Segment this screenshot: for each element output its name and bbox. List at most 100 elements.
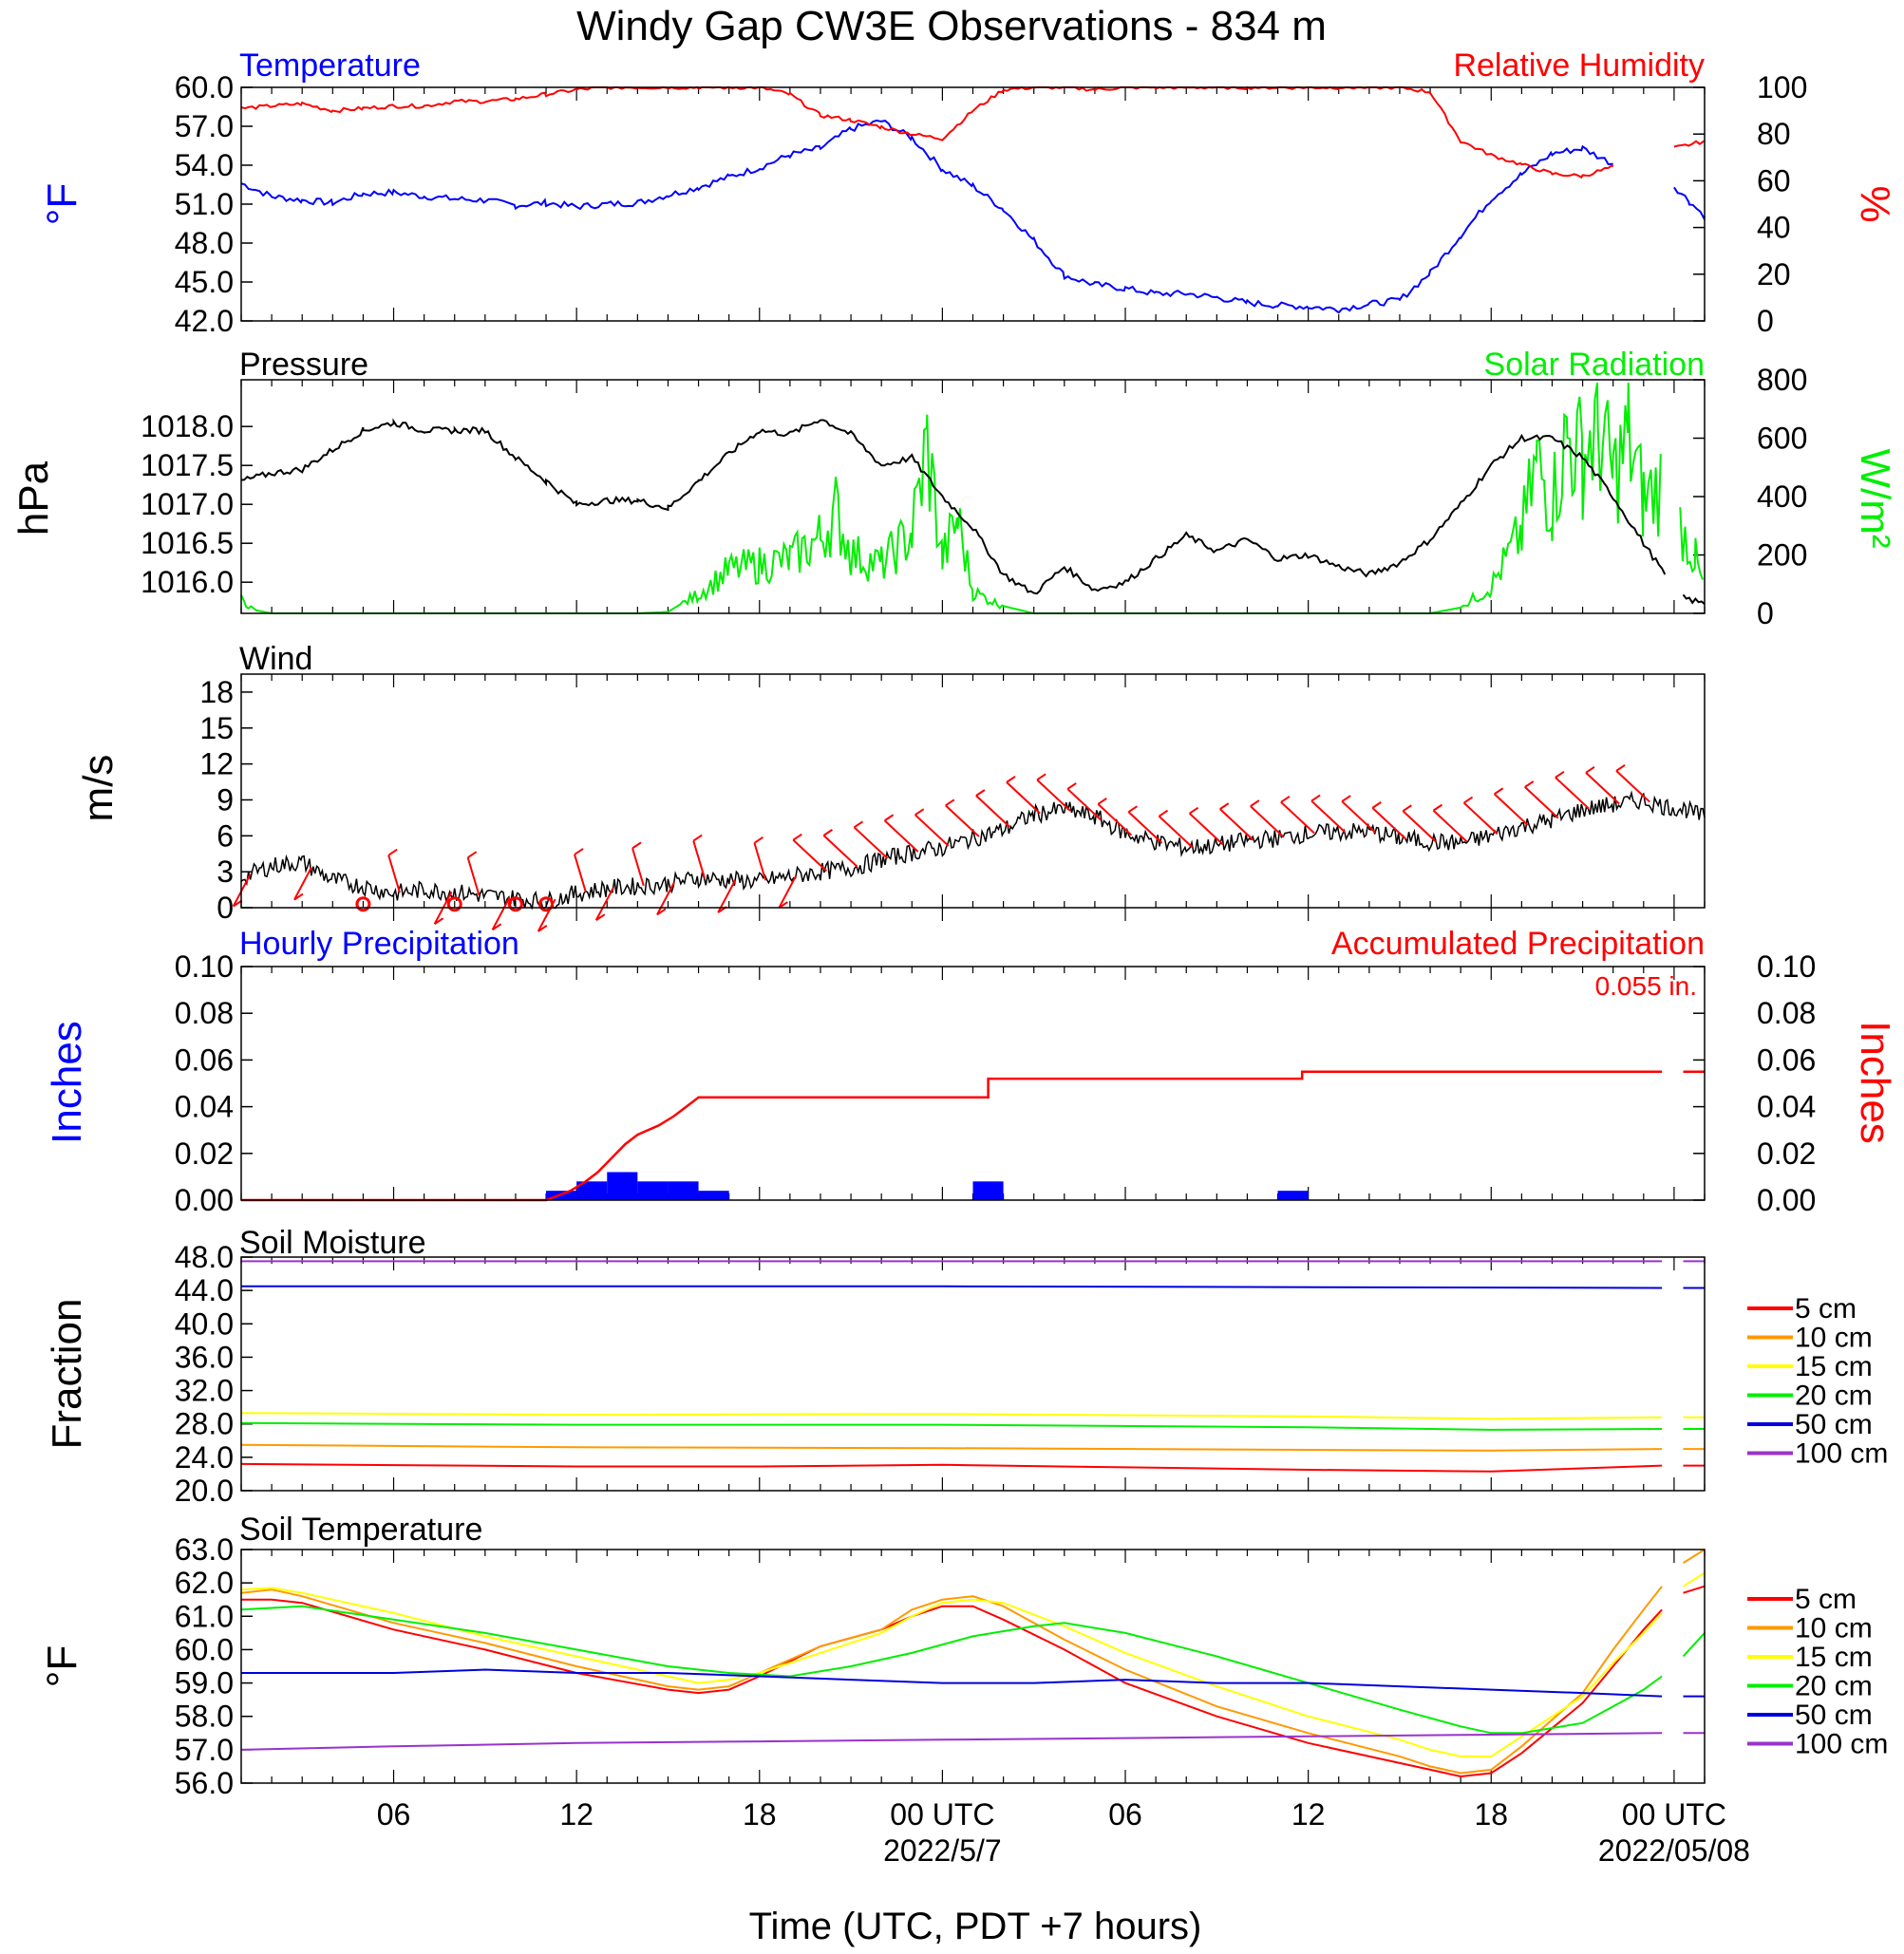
wind-barb-staff	[656, 882, 675, 915]
wind-barb-staff	[491, 896, 511, 930]
wind-barb-staff	[1158, 815, 1194, 849]
hourly-precip-bar	[698, 1191, 729, 1200]
y-tick-label: 62.0	[175, 1566, 234, 1600]
wind-barb-staff	[1555, 777, 1590, 810]
y-tick-label: 0	[1757, 596, 1774, 630]
wind-barb	[574, 848, 587, 892]
wind-barb	[1280, 795, 1315, 835]
soil-temperature-line	[240, 1571, 1706, 1757]
legend-label: 50 cm	[1795, 1409, 1873, 1440]
wind-barb-staff	[574, 854, 587, 892]
wind-barb-flag	[1402, 804, 1412, 812]
y-tick-label: 59.0	[175, 1666, 234, 1700]
wind-barb	[1127, 805, 1163, 844]
wind-barb-flag	[1036, 773, 1046, 781]
soil-moisture-axis-label: Fraction	[44, 1299, 90, 1450]
accum-precip-axis-label: Inches	[1852, 1021, 1898, 1144]
wind-barb	[293, 867, 312, 901]
x-date-label: 2022/05/08	[1598, 1833, 1750, 1868]
wind-barb-staff	[1310, 799, 1346, 834]
y-tick-label: 58.0	[175, 1700, 234, 1734]
x-date-label: 2022/5/7	[883, 1833, 1002, 1868]
solar-radiation-line	[240, 382, 1705, 614]
wind-barb-flag	[884, 814, 895, 822]
x-tick-label: 18	[1474, 1797, 1508, 1832]
wind-barb-staff	[1341, 800, 1376, 834]
wind-barb-staff	[1127, 811, 1163, 844]
wind-barb-staff	[692, 840, 706, 879]
y-tick-label: 42.0	[175, 304, 234, 338]
accumulated-precip-title: Accumulated Precipitation	[1331, 926, 1705, 962]
wind-barb-flag	[293, 892, 304, 901]
wind-barb-staff	[594, 887, 614, 921]
y-tick-label: 57.0	[175, 109, 234, 143]
y-tick-label: 0.06	[1757, 1043, 1816, 1077]
wind-barb-flag	[945, 799, 955, 807]
wind-barb	[1371, 801, 1407, 840]
y-tick-label: 100	[1757, 70, 1807, 104]
wind-barb-flag	[853, 820, 864, 829]
wind-barb-staff	[1371, 807, 1407, 840]
wind-barb	[1585, 765, 1620, 805]
panel-ticks: 20.024.028.032.036.040.044.048.0	[175, 1240, 1706, 1508]
wind-barb-staff	[1188, 812, 1224, 846]
y-tick-label: 32.0	[175, 1374, 234, 1408]
wind-barb	[1402, 804, 1438, 843]
wind-barb-staff	[753, 842, 767, 881]
y-tick-label: 800	[1757, 363, 1807, 397]
wind-barb-flag	[692, 834, 703, 842]
soil-moisture-line	[240, 1443, 1705, 1452]
y-tick-label: 80	[1757, 117, 1791, 151]
y-tick-label: 57.0	[175, 1733, 234, 1767]
temperature-line	[240, 119, 1706, 314]
y-tick-label: 20.0	[175, 1474, 234, 1508]
soil-moisture-line	[240, 1462, 1705, 1473]
x-tick-label: 00 UTC	[890, 1797, 994, 1832]
wind-barb-staff	[1066, 788, 1103, 821]
wind-barb-flag	[387, 848, 398, 856]
panel-pressure-solar: Pressure Solar Radiation hPa W/m² 1016.0…	[10, 347, 1898, 630]
temperature-title: Temperature	[239, 47, 421, 84]
y-tick-label: 0	[1757, 304, 1774, 338]
wind-barb-flag	[1494, 787, 1504, 796]
wind-barb	[1066, 782, 1103, 821]
wind-barb-staff	[1219, 808, 1254, 841]
x-tick-label: 12	[1291, 1797, 1326, 1832]
wind-barb-staff	[387, 855, 401, 893]
soil-moisture-line	[240, 1421, 1705, 1431]
wind-barb-flag	[1432, 803, 1443, 812]
wind-barb-staff	[975, 795, 1010, 828]
wind-barb	[1250, 799, 1285, 838]
panel-series	[240, 1549, 1706, 1778]
y-tick-label: 0	[217, 891, 234, 925]
soil-temperature-line	[241, 1668, 1705, 1698]
y-tick-label: 24.0	[175, 1440, 234, 1475]
wind-barb	[466, 851, 481, 895]
soil-moisture-line	[241, 1285, 1705, 1289]
panel-series	[240, 85, 1706, 314]
soil-temperature-line	[241, 1585, 1706, 1778]
wind-barb-flag	[492, 923, 502, 931]
wind-barb	[1097, 798, 1133, 836]
wind-barb-flag	[753, 836, 763, 844]
wind-barb-flag	[1371, 801, 1382, 809]
y-tick-label: 1017.5	[141, 448, 234, 482]
y-tick-label: 51.0	[175, 187, 234, 221]
wind-barb	[387, 848, 401, 893]
x-tick-label: 06	[1108, 1797, 1142, 1832]
wind-barb-staff	[1462, 801, 1499, 836]
wind-barb-flag	[574, 848, 584, 855]
wind-barb	[792, 833, 828, 873]
wind-barb-flag	[632, 841, 642, 850]
panel-frame	[240, 1549, 1706, 1784]
temperature-axis-label: °F	[39, 183, 85, 225]
wind-barb	[491, 896, 511, 931]
wind-barb	[853, 820, 889, 859]
y-tick-label: 60.0	[175, 1632, 234, 1666]
wind-barb-staff	[883, 819, 919, 853]
panel-ticks: 0.00 0.02 0.04 0.06 0.08 0.10 0.00 0.02 0.04 0.06…	[175, 949, 1817, 1217]
legend-label: 20 cm	[1795, 1671, 1873, 1702]
wind-barb	[594, 887, 614, 921]
